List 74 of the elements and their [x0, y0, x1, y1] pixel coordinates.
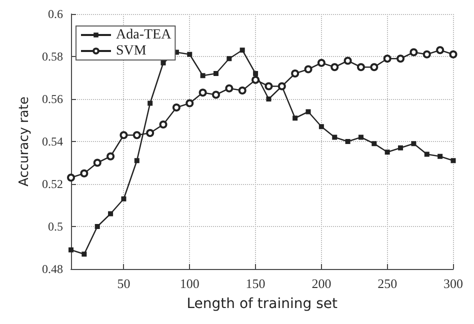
- point: [438, 154, 443, 159]
- point: [200, 73, 206, 78]
- point: [306, 109, 311, 114]
- point: [450, 158, 456, 164]
- point: [396, 54, 405, 63]
- point: [291, 70, 300, 78]
- point: [148, 100, 153, 106]
- point: [372, 141, 377, 146]
- point: [424, 152, 430, 157]
- point: [80, 169, 88, 178]
- point: [146, 129, 154, 137]
- point: [132, 131, 141, 140]
- point: [82, 252, 87, 257]
- y-tick-label: 0.6: [48, 7, 63, 21]
- point: [106, 152, 115, 160]
- point: [330, 63, 339, 72]
- point: [304, 65, 312, 74]
- x-tick-label: 150: [246, 276, 266, 291]
- point: [252, 76, 260, 84]
- point: [94, 224, 100, 229]
- legend-label: SVM: [116, 44, 147, 58]
- point: [358, 134, 364, 140]
- point: [264, 82, 273, 90]
- point: [383, 54, 392, 63]
- point: [345, 139, 350, 144]
- point: [253, 71, 258, 76]
- point: [398, 145, 404, 150]
- point: [186, 99, 194, 108]
- y-tick-label: 0.48: [42, 262, 63, 276]
- y-tick-label: 0.52: [42, 177, 63, 191]
- point: [344, 56, 352, 65]
- point: [238, 86, 246, 94]
- x-tick-label: 250: [378, 276, 398, 291]
- point: [411, 141, 416, 146]
- point: [449, 50, 458, 58]
- point: [436, 46, 444, 54]
- y-tick-label: 0.58: [42, 50, 63, 64]
- x-tick-label: 50: [117, 276, 130, 291]
- point: [68, 247, 74, 252]
- x-tick-label: 300: [444, 276, 463, 291]
- point: [318, 124, 324, 130]
- point: [422, 50, 431, 58]
- point: [93, 158, 102, 167]
- point: [266, 96, 272, 102]
- x-tick-label: 200: [312, 276, 332, 291]
- point: [225, 84, 234, 92]
- point: [159, 120, 168, 128]
- point: [410, 48, 418, 56]
- point: [356, 63, 365, 72]
- point: [332, 134, 338, 140]
- point: [67, 174, 75, 182]
- point: [370, 63, 378, 72]
- point: [187, 52, 192, 57]
- point: [212, 90, 220, 99]
- y-tick-label: 0.5: [48, 220, 63, 234]
- point: [240, 48, 245, 53]
- point: [108, 211, 114, 216]
- x-axis-title: Length of training set: [186, 296, 338, 312]
- x-tick-label: 100: [180, 276, 200, 291]
- y-tick-label: 0.56: [42, 92, 63, 106]
- point: [172, 104, 180, 112]
- point: [384, 150, 390, 155]
- point: [292, 116, 298, 121]
- y-axis-title: Accuracy rate: [17, 96, 32, 186]
- point: [120, 131, 128, 140]
- point: [198, 88, 207, 97]
- y-tick-label: 0.54: [42, 134, 63, 148]
- point: [213, 71, 218, 76]
- point: [160, 60, 166, 66]
- point: [121, 196, 126, 202]
- point: [134, 158, 140, 164]
- point: [226, 56, 232, 62]
- legend-label: Ada-TEA: [116, 28, 172, 42]
- point: [317, 58, 326, 67]
